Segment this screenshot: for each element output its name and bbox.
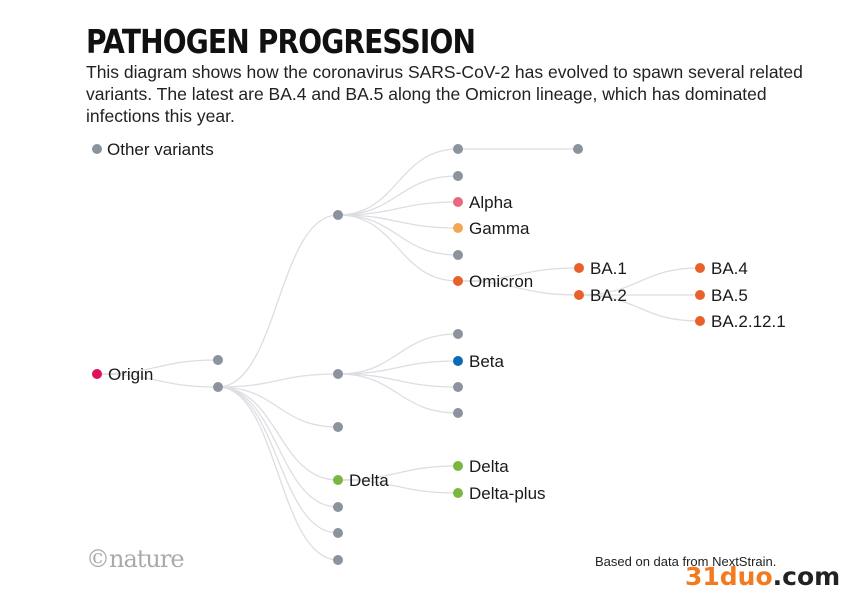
- edge: [217, 386, 339, 561]
- node-g: [333, 555, 343, 565]
- edge: [337, 214, 459, 282]
- edge: [337, 360, 459, 375]
- edge: [457, 280, 580, 296]
- edge: [217, 386, 339, 534]
- node-label: Gamma: [469, 219, 530, 238]
- node-delta: [453, 461, 463, 471]
- edge: [96, 373, 219, 388]
- node-label: Alpha: [469, 193, 513, 212]
- node-ba4: [695, 263, 705, 273]
- edge: [217, 214, 339, 388]
- edge: [578, 267, 701, 296]
- edge: [578, 294, 701, 322]
- node-beta: [453, 356, 463, 366]
- watermark: 31duo.com: [685, 562, 840, 591]
- edge: [337, 373, 459, 414]
- node-a5: [453, 250, 463, 260]
- edge: [337, 479, 459, 494]
- nature-logo: ©nature: [86, 545, 185, 573]
- source-note: Based on data from NextStrain.: [595, 554, 777, 569]
- edge: [337, 333, 459, 375]
- node-label: Delta-plus: [469, 484, 546, 503]
- edge: [217, 373, 339, 388]
- node-a1x: [573, 144, 583, 154]
- legend: Other variants: [92, 140, 214, 159]
- node-f: [333, 528, 343, 538]
- node-a2: [453, 171, 463, 181]
- edge: [337, 201, 459, 216]
- node-b3: [453, 382, 463, 392]
- node-b4: [453, 408, 463, 418]
- edge: [337, 465, 459, 481]
- node-delta0: [333, 475, 343, 485]
- node-label: Delta: [349, 471, 389, 490]
- edge: [337, 214, 459, 229]
- page-title: PATHOGEN PROGRESSION: [86, 22, 476, 61]
- node-label: BA.2: [590, 286, 627, 305]
- node-e: [333, 502, 343, 512]
- edge: [337, 214, 459, 256]
- node-ba2: [574, 290, 584, 300]
- watermark-part1: 31duo: [685, 562, 773, 591]
- node-omicron: [453, 276, 463, 286]
- edge: [96, 359, 219, 375]
- edge: [337, 373, 459, 388]
- node-b1: [453, 329, 463, 339]
- node-ba1: [574, 263, 584, 273]
- node-ba5: [695, 290, 705, 300]
- edge: [457, 267, 580, 282]
- node-ba2121: [695, 316, 705, 326]
- node-gamma: [453, 223, 463, 233]
- description: This diagram shows how the coronavirus S…: [86, 62, 803, 126]
- node-label: Delta: [469, 457, 509, 476]
- node-label: Beta: [469, 352, 505, 371]
- watermark-part2: .com: [772, 562, 841, 591]
- node-alpha: [453, 197, 463, 207]
- node-label: BA.2.12.1: [711, 312, 786, 331]
- edge: [217, 386, 339, 508]
- node-label: BA.4: [711, 259, 748, 278]
- node-label: BA.1: [590, 259, 627, 278]
- node-label: BA.5: [711, 286, 748, 305]
- node-b: [333, 369, 343, 379]
- edge: [217, 386, 339, 428]
- edge: [337, 175, 459, 216]
- node-a1: [453, 144, 463, 154]
- edge: [217, 386, 339, 481]
- node-n1: [213, 355, 223, 365]
- node-origin: [92, 369, 102, 379]
- legend-dot: [92, 144, 102, 154]
- node-label: Origin: [108, 365, 153, 384]
- legend-label: Other variants: [107, 140, 214, 159]
- node-deltaplus: [453, 488, 463, 498]
- node-label: Omicron: [469, 272, 533, 291]
- edge: [337, 148, 459, 216]
- node-c: [333, 422, 343, 432]
- node-n2: [213, 382, 223, 392]
- node-a: [333, 210, 343, 220]
